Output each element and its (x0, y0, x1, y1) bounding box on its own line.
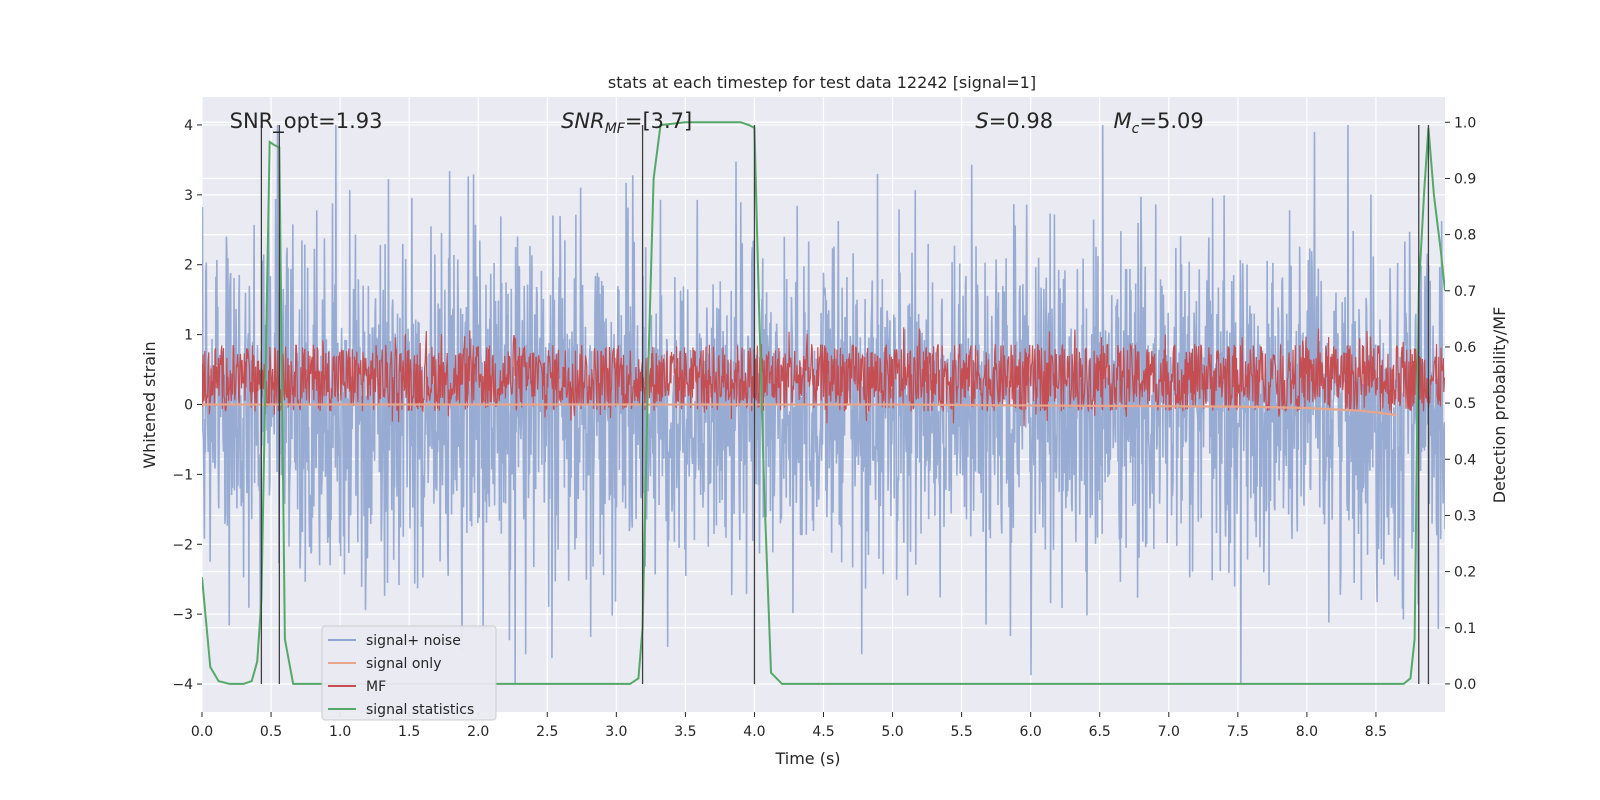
legend-label: MF (366, 679, 386, 695)
x-tick-label: 8.0 (1296, 724, 1318, 740)
annotations: SNR_opt=1.93 SNRMF=[3.7] S=0.98 Mc=5.09 (230, 109, 1204, 137)
y-tick-label-right: 0.8 (1454, 228, 1476, 244)
axes: 0.0 0.5 1.0 1.5 2.0 2.5 3.0 3.5 4.0 4.5 5.0 5.5 6.0 6… (172, 115, 1476, 740)
legend-label: signal+ noise (366, 633, 461, 649)
y-tick-label-right: 0.9 (1454, 171, 1476, 187)
y-tick-label-right: 0.6 (1454, 340, 1476, 356)
x-tick-label: 2.5 (536, 724, 558, 740)
x-tick-label: 4.0 (743, 724, 765, 740)
annotation-text: Mc=5.09 (1114, 109, 1204, 137)
x-tick-label: 5.5 (950, 724, 972, 740)
chart-title: stats at each timestep for test data 122… (608, 73, 1036, 92)
legend-box (321, 625, 497, 721)
x-tick-label: 5.0 (881, 724, 903, 740)
y-tick-label-left: −1 (172, 467, 193, 483)
series-layer (202, 121, 1445, 685)
y-tick-label-left: 1 (184, 328, 193, 344)
y-tick-label-left: 4 (184, 118, 193, 134)
x-tick-label: 6.0 (1020, 724, 1042, 740)
y-tick-label-right: 0.7 (1454, 284, 1476, 300)
annotation-text: SNRMF=[3.7] (561, 109, 692, 137)
legend-label: signal statistics (366, 702, 474, 718)
x-tick-label: 2.0 (467, 724, 489, 740)
x-tick-label: 3.0 (605, 724, 627, 740)
y-tick-label-right: 0.5 (1454, 396, 1476, 412)
x-tick-label: 7.5 (1227, 724, 1249, 740)
series-signal-statistics (202, 121, 1445, 685)
y-axis-label-left: Whitened strain (140, 341, 159, 468)
y-tick-label-right: 0.1 (1454, 621, 1476, 637)
x-tick-label: 8.5 (1365, 724, 1387, 740)
x-tick-label: 0.5 (260, 724, 282, 740)
series-signal-only (202, 403, 1397, 417)
x-tick-label: 0.0 (191, 724, 213, 740)
y-tick-label-left: 3 (184, 188, 193, 204)
x-tick-label: 4.5 (812, 724, 834, 740)
y-axis-label-right: Detection probability/MF (1490, 307, 1509, 504)
x-axis-label: Time (s) (774, 749, 840, 768)
x-tick-label: 7.0 (1158, 724, 1180, 740)
x-tick-label: 3.5 (674, 724, 696, 740)
y-tick-label-right: 0.3 (1454, 508, 1476, 524)
y-tick-label-right: 0.0 (1454, 677, 1476, 693)
y-tick-label-left: −2 (172, 537, 193, 553)
y-tick-label-left: 0 (184, 398, 193, 414)
y-tick-label-left: −4 (172, 677, 193, 693)
x-tick-label: 6.5 (1089, 724, 1111, 740)
y-tick-label-right: 0.4 (1454, 452, 1476, 468)
series-mf (202, 327, 1445, 427)
x-tick-label: 1.5 (398, 724, 420, 740)
legend: signal+ noise signal only MF signal statist… (321, 625, 497, 721)
y-tick-label-right: 1.0 (1454, 115, 1476, 131)
y-tick-label-left: 2 (184, 258, 193, 274)
y-tick-label-right: 0.2 (1454, 565, 1476, 581)
annotation-text: S=0.98 (975, 109, 1053, 133)
legend-label: signal only (366, 656, 441, 672)
annotation-text: SNR_opt=1.93 (230, 109, 383, 134)
x-tick-label: 1.0 (329, 724, 351, 740)
y-tick-label-left: −3 (172, 607, 193, 623)
